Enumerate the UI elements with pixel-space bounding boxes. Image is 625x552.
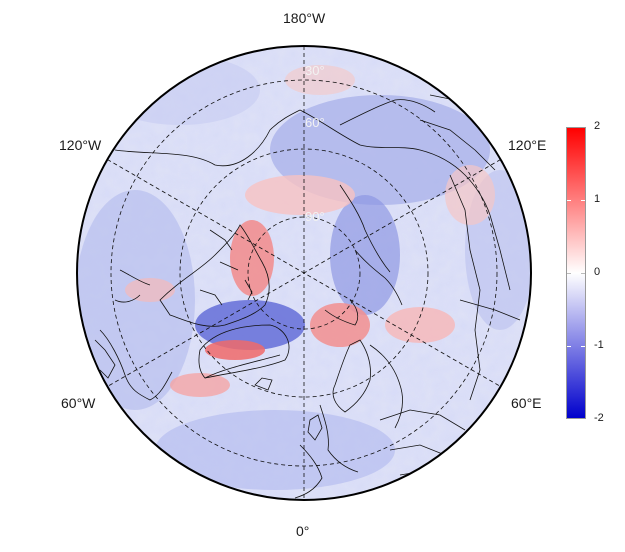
field-patch-red xyxy=(445,165,495,225)
lat-label-60: 60° xyxy=(305,115,325,130)
colorbar xyxy=(566,127,586,419)
field-patch-red xyxy=(245,175,355,215)
alaska-canada-north-coast xyxy=(114,109,301,167)
colorbar-tick-label: -1 xyxy=(594,339,604,351)
lon-label-0: 0° xyxy=(296,523,310,539)
lat-label-90: 90° xyxy=(305,209,325,224)
field-patch-red xyxy=(125,278,175,302)
canada-coast-detail xyxy=(114,269,151,303)
kola-coast xyxy=(369,344,403,429)
colorbar-tick-mark xyxy=(581,346,585,347)
colorbar-tick-mark xyxy=(567,346,571,347)
colorbar-tick-mark xyxy=(567,273,571,274)
colorbar-tick-mark xyxy=(567,200,571,201)
field-patch-blue xyxy=(195,300,305,350)
field-patch-red xyxy=(205,340,265,360)
chukotka-coast xyxy=(339,99,436,126)
canadian-archipelago xyxy=(159,224,270,327)
field-patch-red xyxy=(385,307,455,343)
field-patch-blue xyxy=(77,190,195,410)
field-patch-red xyxy=(310,303,370,347)
colorbar-tick-label: -2 xyxy=(594,412,604,424)
hudson-bay-coast xyxy=(99,329,173,401)
lon-label-180w: 180°W xyxy=(283,10,326,26)
meridian-line xyxy=(107,159,501,387)
taymyr-coast xyxy=(339,184,391,273)
map-boundary xyxy=(76,45,532,501)
field-patch-red xyxy=(170,373,230,397)
field-patch-red xyxy=(230,220,274,296)
iceland-coast xyxy=(254,377,273,391)
asia-borders-east xyxy=(459,214,521,321)
svalbard xyxy=(324,299,359,326)
colorbar-tick-label: 1 xyxy=(594,193,601,205)
graticule xyxy=(107,46,501,500)
greenland-coast xyxy=(198,324,290,379)
baltic-coast xyxy=(319,404,359,473)
field-patch-red xyxy=(285,65,355,95)
lon-label-60w: 60°W xyxy=(61,395,96,411)
field-patch-blue xyxy=(330,195,400,315)
colorbar-tick-label: 0 xyxy=(594,266,601,278)
british-isles-coast xyxy=(307,414,323,441)
field-patch-blue xyxy=(100,55,260,125)
asia-borders xyxy=(449,174,481,401)
lon-label-120e: 120°E xyxy=(508,137,547,153)
latitude-circle xyxy=(179,148,429,398)
colorbar-tick-label: 2 xyxy=(594,120,601,132)
colorbar-tick-mark xyxy=(581,200,585,201)
lat-label-30: 30° xyxy=(305,63,325,78)
field-patch-blue xyxy=(155,410,395,490)
siberia-north-coast xyxy=(299,109,491,216)
archipelago-channels xyxy=(199,229,253,306)
lon-label-60e: 60°E xyxy=(511,395,542,411)
lon-label-120w: 120°W xyxy=(59,137,102,153)
colorbar-tick-mark xyxy=(581,273,585,274)
hudson-detail xyxy=(94,339,116,379)
kara-sea-coast xyxy=(354,249,403,306)
greenland-ice-edge xyxy=(204,354,281,379)
scandinavia-coast xyxy=(332,339,371,413)
coastlines xyxy=(94,94,521,499)
